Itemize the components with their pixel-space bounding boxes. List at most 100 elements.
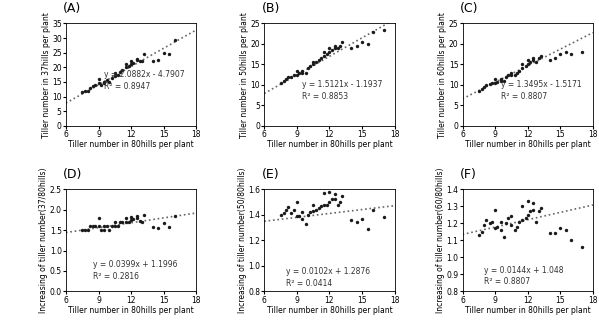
Point (129, 217, 138, 222)
Point (105, 227, 114, 233)
Point (357, 39, 367, 45)
Point (352, 220, 361, 225)
Point (523, 212, 533, 217)
Point (99, 227, 109, 233)
Point (491, 207, 500, 212)
Point (330, 45, 340, 51)
Y-axis label: Tiller number in 60hills per plant: Tiller number in 60hills per plant (438, 12, 447, 138)
Point (124, 63, 134, 68)
Point (536, 205, 546, 211)
Point (126, 217, 136, 222)
X-axis label: Tiller number in 80hills per plant: Tiller number in 80hills per plant (267, 306, 392, 315)
Point (276, 80, 285, 85)
Point (567, 238, 576, 243)
Point (577, 245, 587, 250)
Point (352, 43, 361, 49)
Point (294, 213, 304, 219)
Point (334, 45, 343, 51)
Point (135, 218, 144, 224)
Point (129, 60, 138, 66)
Point (305, 209, 314, 215)
Point (327, 197, 337, 202)
Point (117, 219, 127, 224)
Point (330, 43, 340, 49)
Point (534, 56, 543, 61)
Point (311, 207, 321, 212)
Point (496, 76, 506, 81)
Point (319, 54, 329, 59)
Point (164, 224, 174, 229)
Point (477, 229, 487, 234)
Text: y = 1.5121x - 1.1937
R² = 0.8853: y = 1.5121x - 1.1937 R² = 0.8853 (302, 80, 383, 101)
Point (518, 62, 527, 67)
Point (322, 52, 332, 57)
Point (491, 226, 500, 231)
Point (507, 70, 516, 75)
Point (577, 49, 587, 55)
Point (298, 209, 307, 215)
Point (536, 54, 546, 59)
Point (105, 79, 114, 84)
X-axis label: Tiller number in 80hills per plant: Tiller number in 80hills per plant (68, 306, 194, 315)
Point (93, 81, 103, 86)
Point (528, 58, 538, 63)
Point (544, 231, 554, 236)
Text: y = 0.0144x + 1.048
R² = 0.8807: y = 0.0144x + 1.048 R² = 0.8807 (484, 266, 564, 286)
Point (528, 56, 538, 61)
Point (487, 219, 497, 224)
Point (159, 220, 168, 226)
Point (316, 56, 325, 61)
Point (485, 81, 495, 87)
Point (292, 199, 302, 205)
Point (503, 215, 513, 221)
Point (523, 198, 533, 204)
Point (85, 85, 95, 90)
Point (314, 206, 323, 211)
Point (330, 192, 340, 197)
Point (325, 49, 334, 55)
Point (518, 204, 527, 209)
Point (289, 72, 298, 77)
Point (479, 84, 489, 89)
Y-axis label: Increasing of tiller number(37/80hills): Increasing of tiller number(37/80hills) (39, 168, 48, 313)
Point (294, 71, 304, 76)
Point (110, 223, 120, 229)
Point (303, 66, 313, 71)
Point (148, 59, 158, 64)
X-axis label: Tiller number in 80hills per plant: Tiller number in 80hills per plant (267, 140, 392, 149)
Text: (B): (B) (262, 2, 280, 15)
Point (81, 227, 90, 233)
Point (567, 52, 576, 57)
Point (88, 223, 98, 229)
Point (335, 43, 345, 49)
Point (550, 231, 559, 236)
Point (305, 64, 314, 69)
Point (330, 197, 340, 202)
Point (534, 209, 543, 214)
Point (492, 224, 502, 229)
Point (515, 219, 524, 224)
Point (132, 215, 141, 220)
Point (499, 78, 509, 83)
Point (556, 52, 565, 57)
Point (170, 37, 180, 42)
Point (482, 82, 491, 87)
Point (479, 222, 489, 228)
Point (303, 212, 313, 217)
Point (521, 215, 530, 221)
Text: (E): (E) (262, 168, 279, 181)
Point (289, 207, 298, 212)
Point (528, 207, 538, 212)
Point (137, 220, 147, 225)
Point (319, 202, 329, 207)
Point (110, 219, 120, 224)
Point (140, 213, 149, 218)
Point (491, 76, 500, 81)
Point (102, 78, 112, 83)
Point (528, 200, 538, 205)
Point (286, 74, 296, 79)
Point (512, 70, 522, 75)
Point (525, 209, 535, 214)
Point (325, 189, 334, 194)
Point (379, 215, 389, 220)
